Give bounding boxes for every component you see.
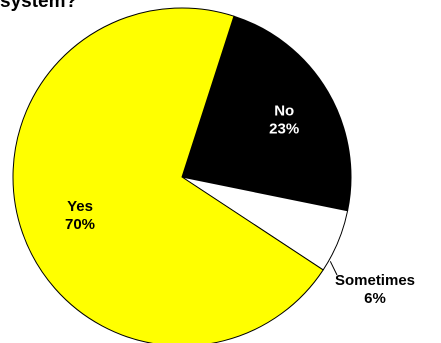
slice-value-yes: 70%: [65, 216, 95, 233]
pie-slice-yes: [12, 7, 324, 343]
pie-slice-no: [181, 15, 352, 212]
chart-title: system?: [0, 0, 78, 12]
slice-label-yes: Yes: [67, 198, 93, 215]
slice-label-sometimes: Sometimes: [335, 272, 415, 289]
slice-value-sometimes: 6%: [364, 290, 386, 307]
pie-slices: [12, 7, 352, 343]
slice-label-no: No: [274, 102, 294, 119]
leader-line-sometimes: [329, 261, 338, 276]
slice-value-no: 23%: [269, 120, 299, 137]
